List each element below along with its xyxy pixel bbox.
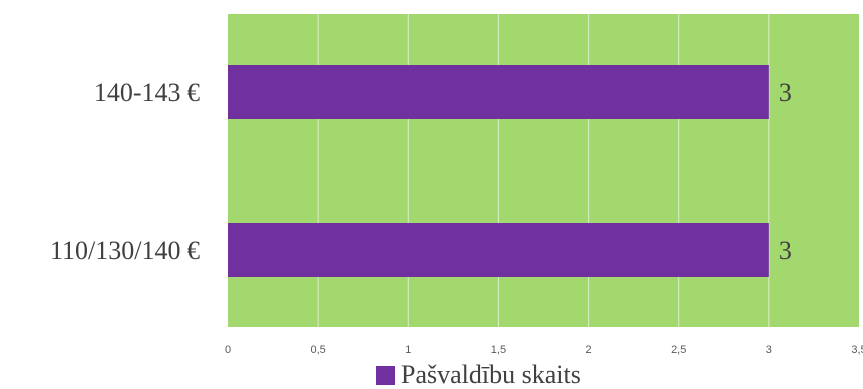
bar [228,223,769,277]
data-label: 3 [779,236,792,265]
category-label: 140-143 € [94,78,200,107]
bar [228,65,769,119]
data-labels: 33 [779,78,792,265]
x-tick-label: 3 [766,344,772,356]
x-tick-label: 0 [225,344,231,356]
bars-group [228,65,769,277]
x-tick-label: 3,5 [851,344,863,356]
x-tick-label: 2,5 [671,344,686,356]
plot-area [228,14,859,327]
legend: Pašvaldību skaits [376,361,581,389]
x-tick-label: 1,5 [491,344,506,356]
data-label: 3 [779,78,792,107]
x-tick-labels: 0 0,5 1 1,5 2 2,5 3 3,5 [225,344,863,356]
x-tick-label: 1 [405,344,411,356]
category-labels: 140-143 € 110/130/140 € [50,78,200,265]
legend-label: Pašvaldību skaits [401,360,581,389]
x-tick-label: 0,5 [310,344,325,356]
legend-swatch [376,365,395,385]
x-tick-label: 2 [586,344,592,356]
category-label: 110/130/140 € [50,236,200,265]
